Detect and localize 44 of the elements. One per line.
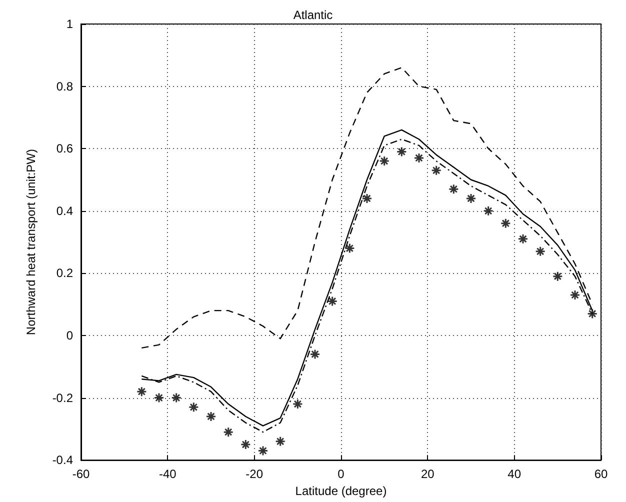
chart-title: Atlantic	[293, 8, 333, 22]
point	[570, 290, 580, 300]
point	[344, 243, 355, 254]
point	[292, 398, 303, 410]
point	[310, 348, 320, 360]
y-tick-label: 1	[66, 17, 74, 31]
point	[396, 146, 407, 157]
point	[535, 246, 546, 257]
point	[500, 218, 511, 229]
point	[188, 402, 199, 412]
x-tick-label: 60	[594, 467, 608, 482]
y-tick-label: 0.8	[56, 79, 74, 94]
point	[171, 392, 182, 404]
y-tick-label: -0.4	[52, 453, 74, 468]
x-tick-label: -40	[158, 467, 177, 482]
point	[448, 184, 459, 194]
x-tick-label: 20	[420, 467, 435, 482]
point	[466, 193, 476, 204]
y-tick-label: 0.6	[56, 142, 74, 156]
point	[362, 193, 372, 204]
point	[240, 439, 251, 450]
point	[327, 296, 338, 306]
point	[414, 152, 424, 164]
point	[518, 234, 528, 244]
point	[206, 411, 216, 422]
point	[223, 426, 234, 438]
y-tick-label: 0	[66, 328, 74, 342]
y-axis-title: Northward heat transport (unit:PW)	[24, 149, 38, 336]
x-tick-label: 0	[338, 467, 345, 482]
y-tick-label: -0.2	[52, 390, 74, 405]
y-tick-label: 0.2	[56, 266, 74, 280]
x-tick-label: -20	[246, 467, 264, 482]
y-tick-label: 0.4	[56, 204, 74, 218]
point	[258, 446, 268, 456]
point	[275, 436, 286, 447]
x-tick-label: -60	[72, 467, 90, 482]
point	[154, 392, 164, 404]
point	[483, 206, 494, 216]
x-axis-title: Latitude (degree)	[295, 484, 387, 498]
point	[431, 165, 442, 176]
point	[136, 386, 147, 397]
x-tick-label: 40	[508, 467, 522, 482]
point	[379, 156, 390, 166]
point	[552, 271, 563, 282]
